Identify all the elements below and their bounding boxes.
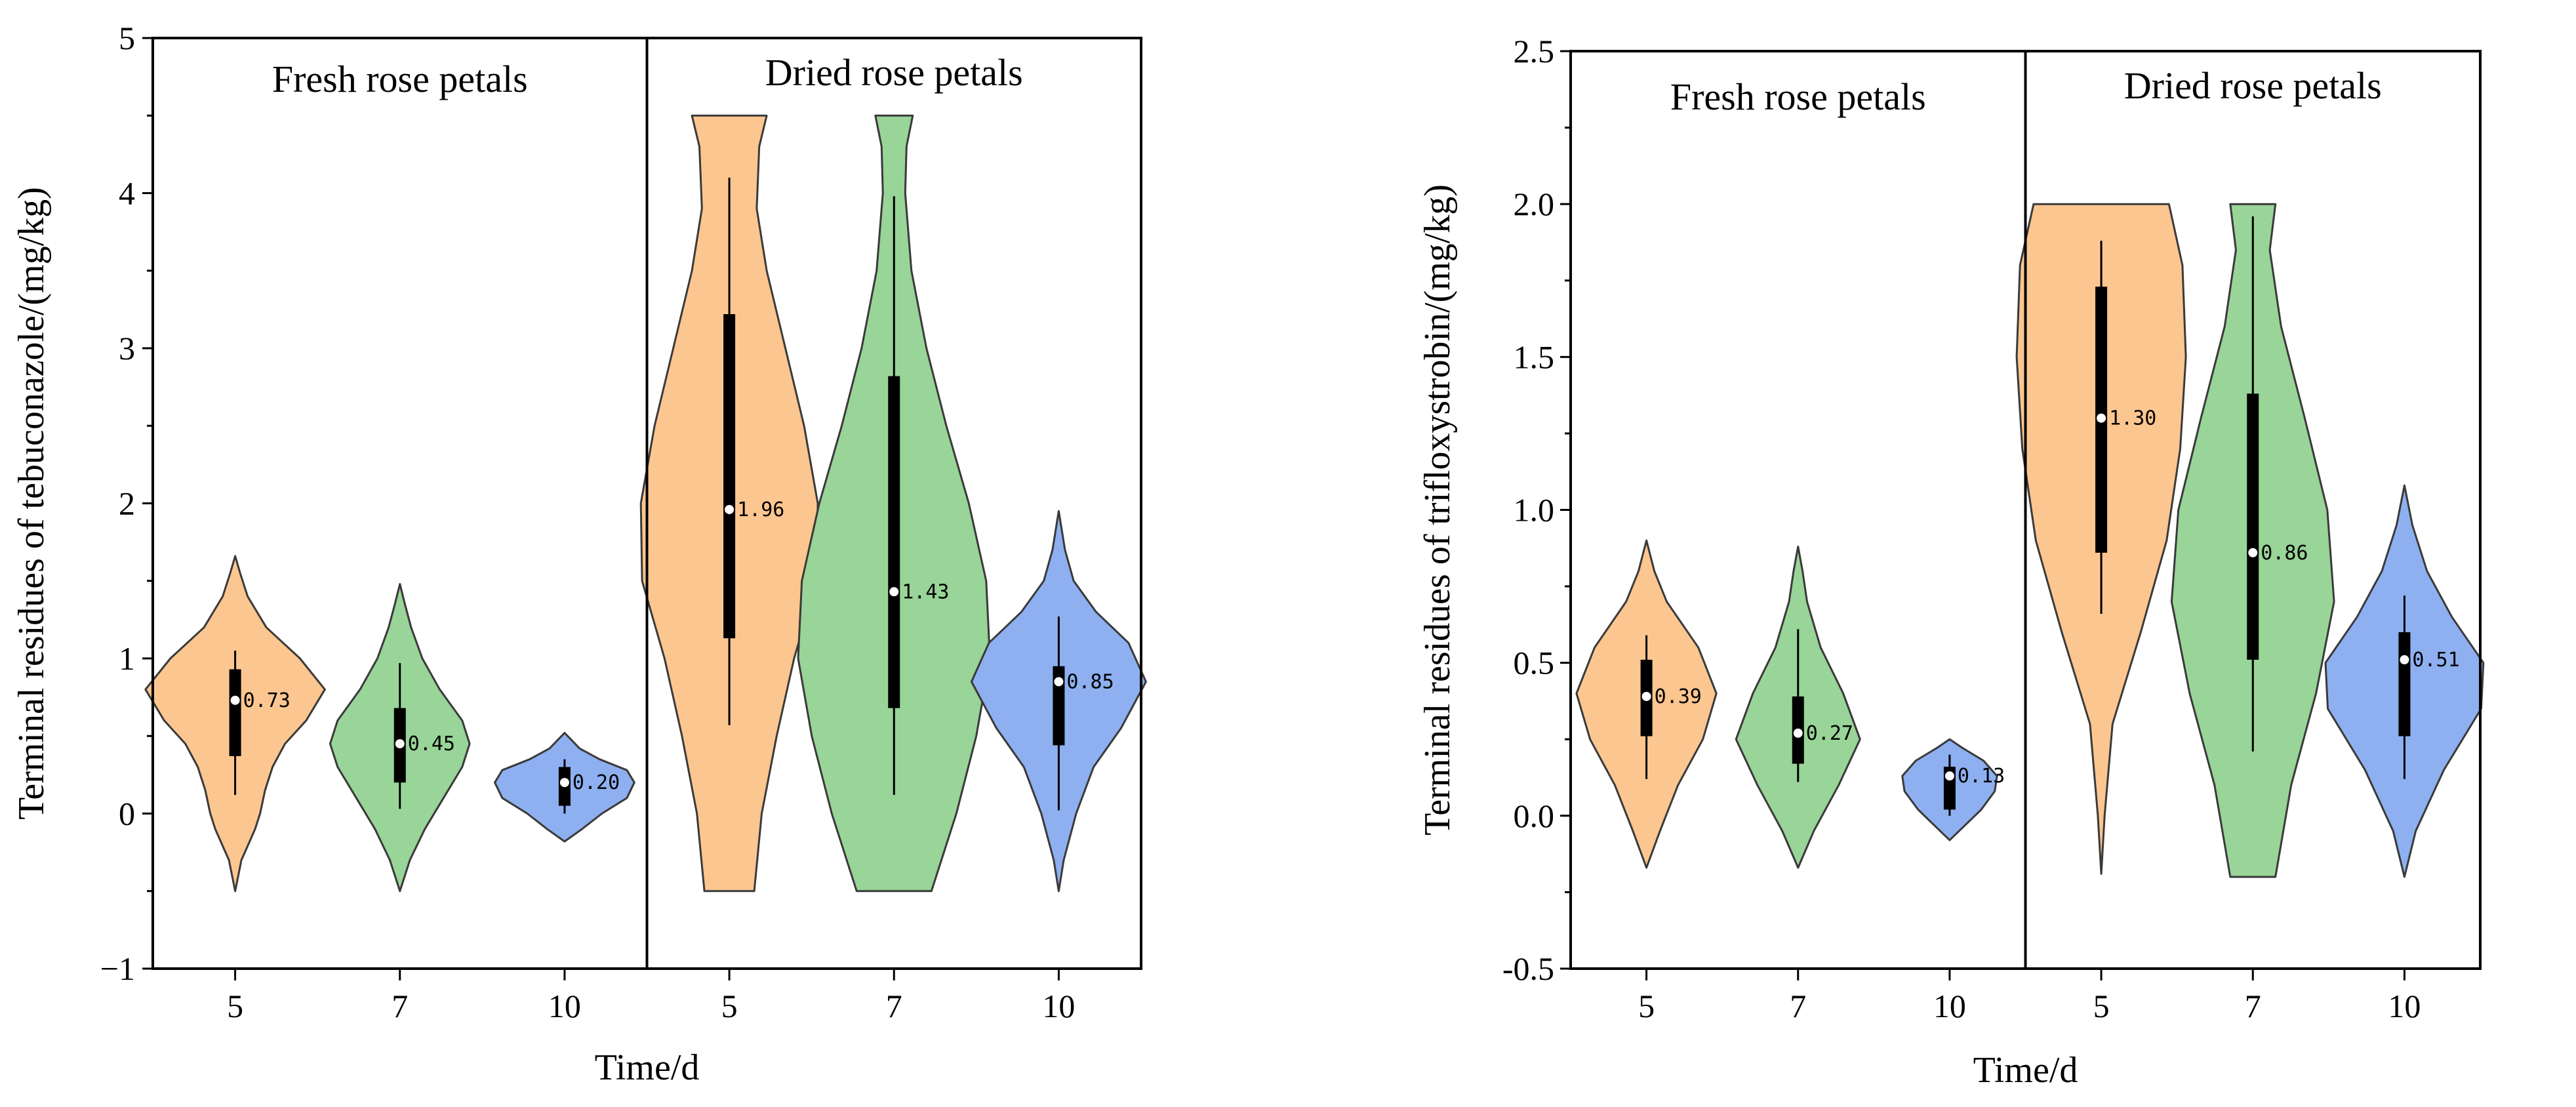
median-point	[1792, 727, 1804, 739]
x-axis-title: Time/d	[1973, 1050, 2078, 1091]
iqr-box	[723, 313, 736, 639]
median-point	[229, 694, 241, 706]
median-value-label: 1.96	[737, 498, 784, 521]
y-tick-label: 3	[119, 330, 135, 367]
x-tick-label: 10	[1933, 988, 1966, 1024]
violin-fresh-day-5: 0.39	[1575, 539, 1718, 869]
group-title-fresh: Fresh rose petals	[1670, 75, 1926, 118]
violin-dried-day-5: 1.96	[639, 114, 819, 893]
y-tick-label: 0	[119, 795, 135, 832]
violin-fresh-day-10: 0.13	[1901, 738, 2005, 841]
violin-dried-day-7: 0.86	[2170, 203, 2335, 878]
median-value-label: 0.13	[1958, 765, 2005, 788]
median-point	[558, 776, 571, 789]
iqr-box	[2398, 632, 2411, 736]
violin-fresh-day-7: 0.27	[1735, 546, 1861, 869]
violin-fresh-day-10: 0.20	[494, 732, 635, 843]
median-value-label: 1.43	[902, 580, 949, 603]
x-tick-label: 10	[1042, 988, 1075, 1024]
left-panel-tebuconazole: 0.73 0.45 0.20 1.96 1.43 0.85 −1 0 1 2 3 4 5 5 7 10 5 7 10…	[11, 20, 1147, 1088]
y-axis-title: Terminal residues of trifloxystrobin/(mg…	[1417, 184, 1458, 835]
y-tick-label: -0.5	[1502, 950, 1554, 987]
x-tick-label: 5	[227, 988, 243, 1024]
median-value-label: 0.51	[2412, 649, 2459, 672]
y-tick-label: 0.0	[1514, 797, 1555, 834]
x-tick-label: 5	[1638, 988, 1655, 1024]
violin-dried-day-10: 0.51	[2324, 484, 2485, 878]
median-value-label: 0.45	[408, 733, 455, 755]
right-panel-trifloxystrobin: 0.39 0.27 0.13 1.30 0.86 0.51 -0.5 0.0 0.5 1.0 1.5…	[1417, 33, 2485, 1091]
median-point	[2095, 412, 2108, 424]
median-point	[1943, 770, 1956, 782]
group-title-dried: Dried rose petals	[765, 51, 1023, 94]
x-tick-label: 10	[2388, 988, 2421, 1024]
y-tick-label: 0.5	[1514, 645, 1555, 681]
median-point	[393, 738, 406, 750]
median-value-label: 0.73	[243, 689, 291, 712]
median-point	[888, 586, 900, 598]
x-tick-label: 7	[886, 988, 902, 1024]
iqr-box	[888, 376, 900, 708]
y-tick-label: 2	[119, 485, 135, 522]
y-axis-title: Terminal residues of tebuconazole/(mg/kg…	[11, 187, 52, 820]
iqr-box	[229, 669, 241, 756]
x-axis-title: Time/d	[595, 1047, 700, 1088]
x-tick-label: 7	[392, 988, 408, 1024]
x-tick-label: 7	[2245, 988, 2261, 1024]
y-tick-label: 5	[119, 20, 135, 56]
median-point	[2398, 654, 2411, 666]
median-value-label: 0.86	[2261, 542, 2308, 565]
y-tick-label: 4	[119, 175, 135, 212]
median-point	[1053, 675, 1065, 688]
median-value-label: 0.85	[1066, 670, 1114, 693]
x-tick-label: 5	[2093, 988, 2110, 1024]
median-point	[1640, 690, 1653, 702]
violin-dried-day-10: 0.85	[970, 510, 1147, 893]
y-tick-label: −1	[100, 950, 135, 987]
iqr-box	[2247, 393, 2259, 660]
median-value-label: 0.39	[1655, 685, 1702, 708]
group-title-dried: Dried rose petals	[2124, 64, 2382, 107]
violin-fresh-day-7: 0.45	[329, 583, 471, 893]
median-point	[723, 503, 736, 515]
violin-dried-day-5: 1.30	[2015, 203, 2187, 875]
x-tick-label: 5	[721, 988, 738, 1024]
median-value-label: 0.20	[573, 771, 620, 794]
x-tick-label: 7	[1790, 988, 1806, 1024]
group-title-fresh: Fresh rose petals	[272, 58, 528, 100]
y-tick-label: 1.5	[1514, 338, 1555, 375]
y-tick-label: 2.5	[1514, 33, 1555, 70]
median-value-label: 0.27	[1806, 722, 1853, 745]
violin-dried-day-7: 1.43	[797, 114, 991, 893]
x-tick-label: 10	[548, 988, 581, 1024]
y-tick-label: 1	[119, 640, 135, 677]
median-point	[2247, 546, 2259, 559]
y-tick-label: 2.0	[1514, 186, 1555, 222]
y-tick-label: 1.0	[1514, 492, 1555, 529]
violin-fresh-day-5: 0.73	[144, 555, 326, 893]
median-value-label: 1.30	[2109, 407, 2156, 430]
